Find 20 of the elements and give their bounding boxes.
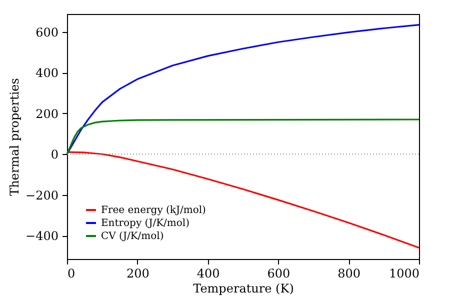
- y-tick-label: 400: [36, 66, 58, 80]
- line-series: [66, 151, 420, 249]
- y-tick-label: 0: [50, 148, 58, 162]
- y-tick-label: 200: [36, 106, 58, 121]
- y-tick-label: 600: [36, 25, 58, 40]
- x-axis-title: Temperature (K): [193, 282, 294, 296]
- line-series: [66, 24, 420, 155]
- x-tick-label: 600: [267, 266, 290, 280]
- x-tick-label: 0: [68, 266, 76, 280]
- x-tick-label: 200: [126, 266, 150, 280]
- legend-label: Entropy (J/K/mol): [101, 218, 190, 229]
- legend-label: Free energy (kJ/mol): [101, 205, 206, 216]
- y-tick-label: −400: [26, 229, 58, 244]
- y-tick-label: −200: [26, 188, 58, 202]
- x-tick-label: 1000: [388, 266, 420, 280]
- x-tick-label: 800: [338, 266, 361, 280]
- legend-label: CV (J/K/mol): [101, 231, 164, 242]
- y-axis-title: Thermal properties: [8, 78, 22, 196]
- x-tick-label: 400: [196, 266, 220, 280]
- line-series: [66, 118, 420, 155]
